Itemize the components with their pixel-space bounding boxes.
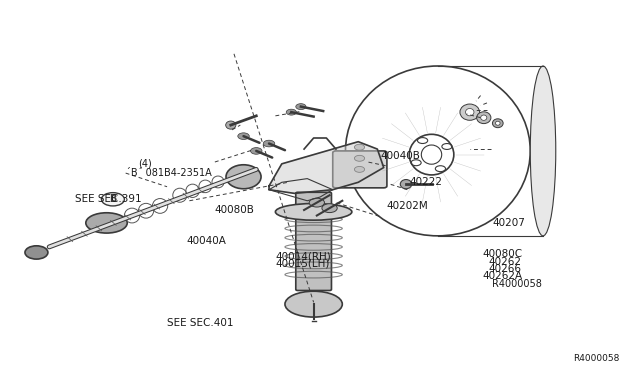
Text: R4000058: R4000058	[492, 279, 542, 289]
Text: 40040A: 40040A	[186, 236, 226, 246]
Text: 40015(LH): 40015(LH)	[275, 259, 330, 269]
FancyBboxPatch shape	[296, 192, 332, 291]
Circle shape	[263, 140, 275, 147]
Ellipse shape	[481, 115, 487, 121]
Text: 40262A: 40262A	[483, 272, 523, 282]
Circle shape	[250, 148, 262, 154]
Circle shape	[355, 144, 365, 150]
Text: 40080C: 40080C	[483, 249, 523, 259]
Ellipse shape	[492, 119, 503, 128]
Text: ´B´ 081B4-2351A: ´B´ 081B4-2351A	[125, 168, 211, 178]
Text: 40202M: 40202M	[387, 201, 429, 211]
Circle shape	[25, 246, 48, 259]
Text: (4): (4)	[138, 159, 152, 169]
Text: 40040B: 40040B	[381, 151, 420, 161]
Text: 40080B: 40080B	[215, 205, 255, 215]
Ellipse shape	[226, 165, 261, 189]
Text: 40262: 40262	[489, 257, 522, 267]
Ellipse shape	[226, 121, 236, 129]
Ellipse shape	[400, 180, 412, 189]
Ellipse shape	[495, 121, 500, 125]
Circle shape	[355, 155, 365, 161]
Text: SEE SEC.401: SEE SEC.401	[168, 318, 234, 328]
Circle shape	[322, 204, 337, 212]
Circle shape	[309, 198, 324, 207]
Text: 40014(RH): 40014(RH)	[275, 251, 331, 261]
Ellipse shape	[285, 291, 342, 317]
Text: 40266: 40266	[489, 264, 522, 274]
Ellipse shape	[275, 203, 352, 220]
Circle shape	[286, 109, 296, 115]
Text: 40222: 40222	[409, 177, 442, 187]
Circle shape	[296, 104, 306, 110]
Ellipse shape	[465, 109, 474, 116]
Text: SEE SEC.391: SEE SEC.391	[75, 194, 141, 204]
Ellipse shape	[86, 213, 127, 233]
Ellipse shape	[460, 104, 479, 120]
Text: R4000058: R4000058	[573, 354, 620, 363]
Polygon shape	[269, 142, 384, 193]
Text: 40207: 40207	[492, 218, 525, 228]
Ellipse shape	[531, 66, 556, 236]
FancyBboxPatch shape	[333, 151, 387, 188]
Circle shape	[101, 193, 124, 206]
Circle shape	[355, 166, 365, 172]
Ellipse shape	[477, 112, 491, 124]
Text: B: B	[109, 194, 116, 204]
Circle shape	[238, 133, 249, 140]
